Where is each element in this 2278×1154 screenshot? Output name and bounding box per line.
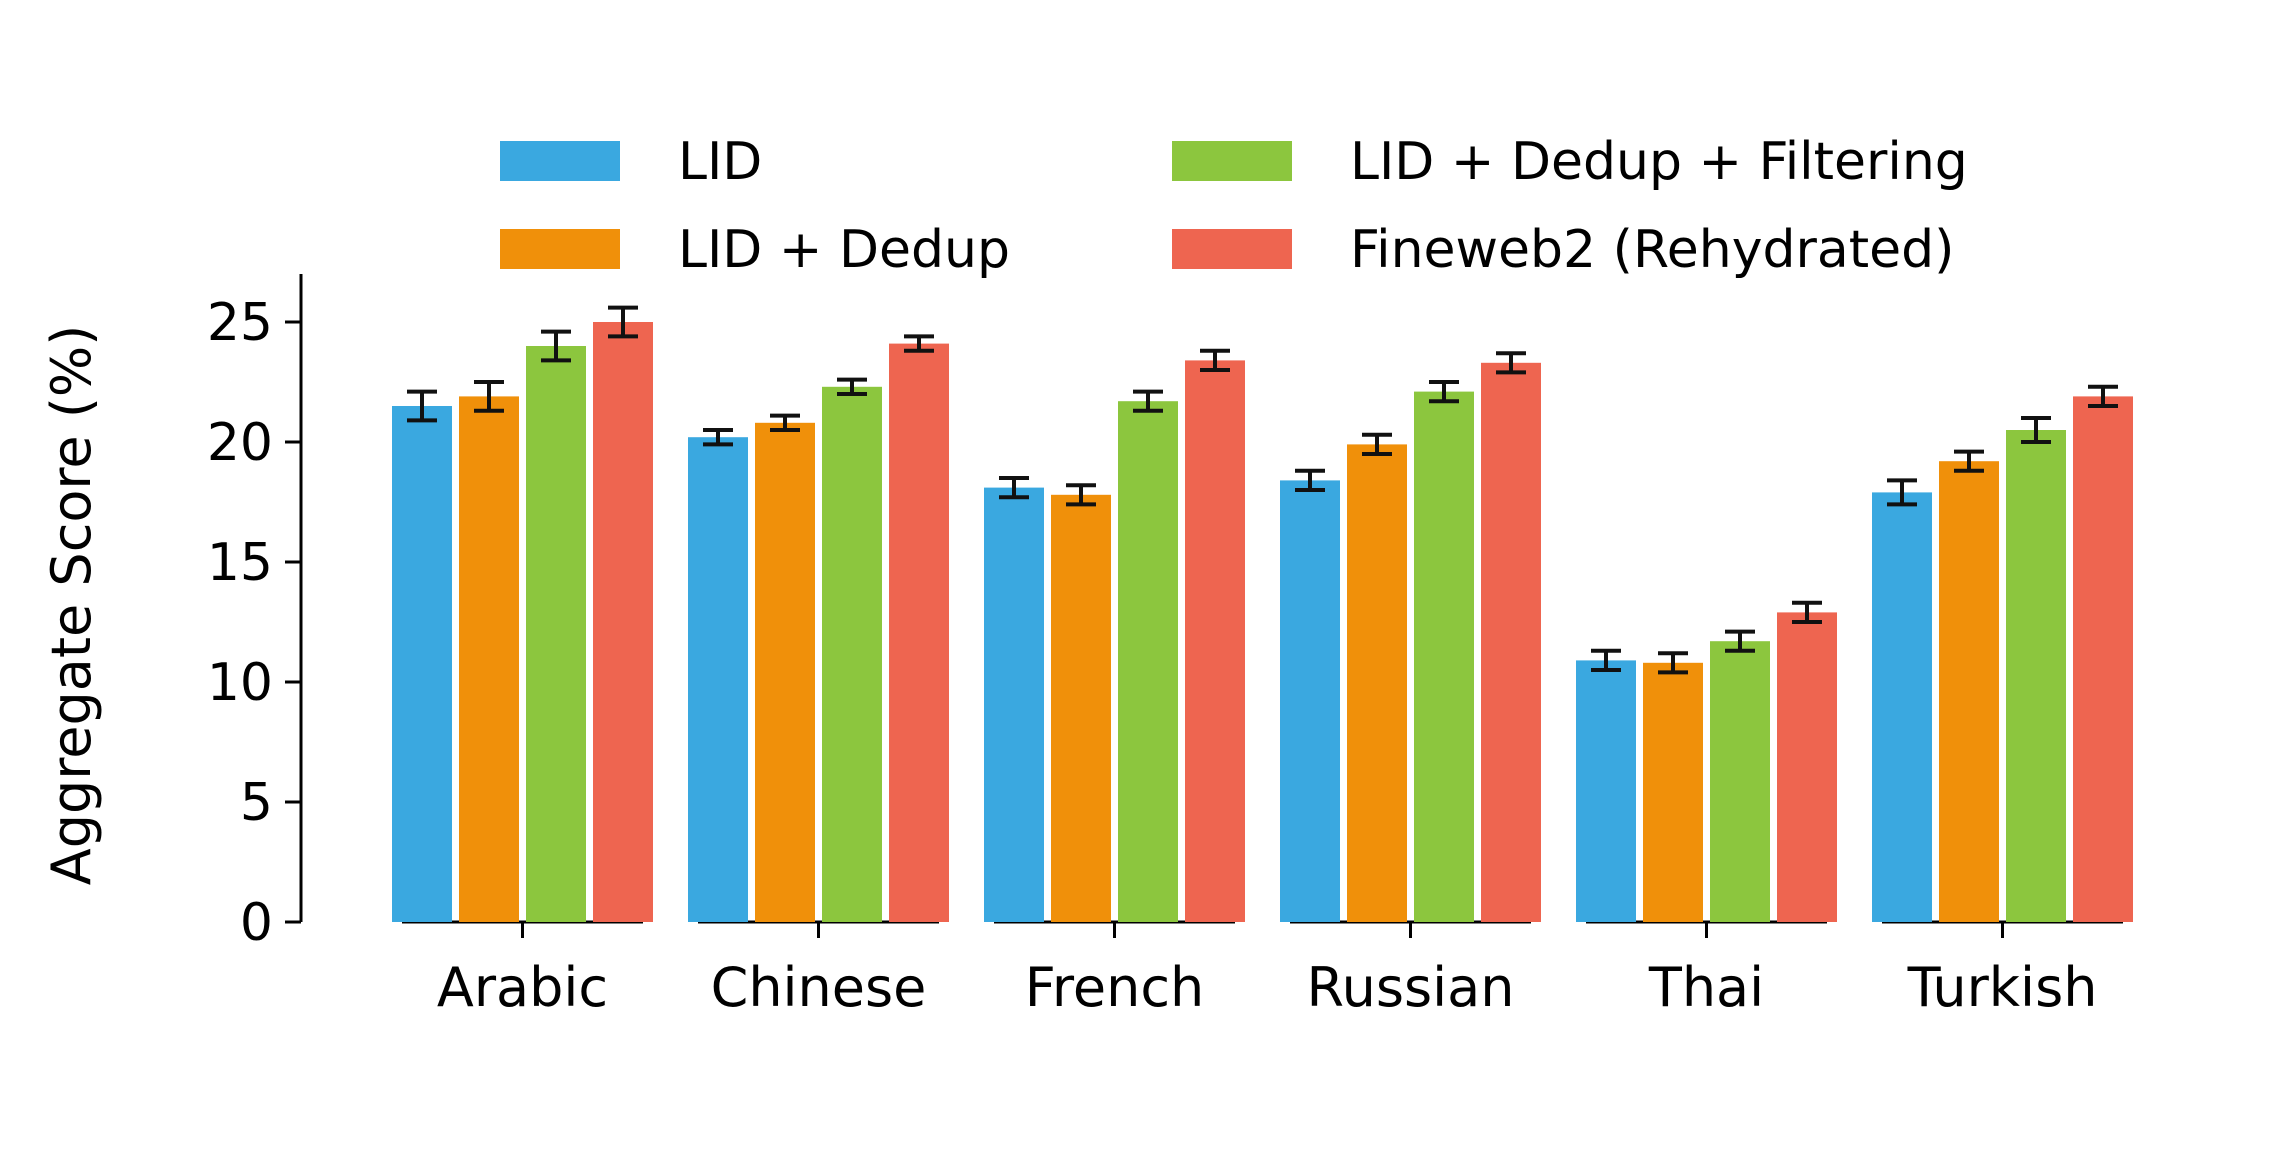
bar <box>1939 461 1999 922</box>
legend-swatch <box>1172 229 1292 269</box>
y-tick-label: 10 <box>207 653 273 713</box>
legend: LID LID + Dedup LID + Dedup + Filtering Fin… <box>500 132 1968 280</box>
bar <box>1777 612 1837 922</box>
bar <box>755 422 815 922</box>
bar <box>1347 444 1407 922</box>
bar <box>1051 494 1111 922</box>
x-tick-label: Chinese <box>711 956 927 1019</box>
bar <box>822 386 882 922</box>
x-tick-label: Russian <box>1307 956 1515 1019</box>
bar <box>984 487 1044 922</box>
legend-label: LID + Dedup + Filtering <box>1350 132 1968 192</box>
bar <box>392 406 452 922</box>
legend-label: LID <box>678 132 762 192</box>
bar <box>1185 360 1245 922</box>
legend-swatch <box>500 141 620 181</box>
bar <box>1643 662 1703 922</box>
bar <box>1481 362 1541 922</box>
y-tick-label: 20 <box>207 413 273 473</box>
y-axis: 0 5 10 15 20 25 <box>207 274 303 953</box>
bar <box>2073 396 2133 922</box>
legend-label: LID + Dedup <box>678 220 1010 280</box>
y-axis-label: Aggregate Score (%) <box>40 325 103 886</box>
bar <box>1710 641 1770 922</box>
x-tick-label: Turkish <box>1907 956 2098 1019</box>
bar <box>2006 430 2066 922</box>
bar <box>889 343 949 923</box>
x-tick-label: Arabic <box>437 956 608 1019</box>
bar <box>593 322 653 922</box>
y-tick-label: 15 <box>207 533 273 593</box>
bar <box>688 437 748 922</box>
legend-swatch <box>1172 141 1292 181</box>
bar <box>1872 492 1932 922</box>
bar <box>526 346 586 922</box>
x-tick-label: Thai <box>1648 956 1764 1019</box>
bar <box>1280 480 1340 922</box>
y-tick-label: 5 <box>240 773 273 833</box>
x-tick-label: French <box>1025 956 1205 1019</box>
x-axis: Arabic Chinese French Russian Thai Turkish <box>402 920 2123 1019</box>
legend-swatch <box>500 229 620 269</box>
bar <box>459 396 519 922</box>
y-tick-label: 0 <box>240 893 273 953</box>
bar <box>1576 660 1636 922</box>
legend-label: Fineweb2 (Rehydrated) <box>1350 220 1954 280</box>
bar <box>1414 391 1474 923</box>
error-bars <box>407 305 2118 675</box>
y-tick-label: 25 <box>207 293 273 353</box>
bar <box>1118 401 1178 922</box>
bars <box>392 322 2133 923</box>
